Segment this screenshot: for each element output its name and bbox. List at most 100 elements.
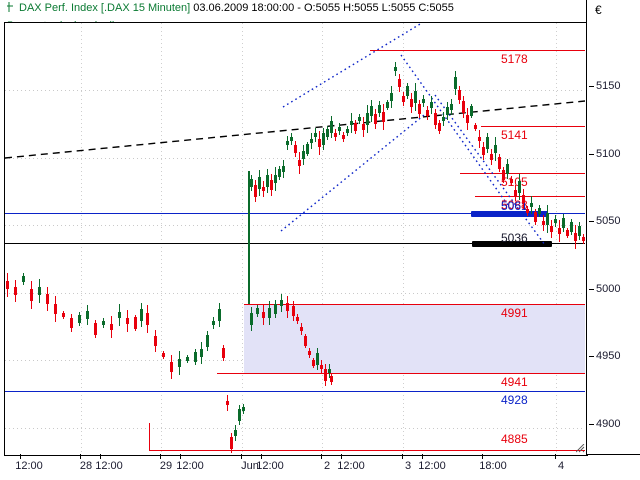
candle-body — [286, 303, 289, 311]
candle-body — [54, 304, 57, 314]
level-line-5178 — [370, 50, 585, 51]
level-line-4885-stem — [149, 423, 150, 450]
candle-body — [102, 321, 105, 325]
candle-body — [374, 114, 377, 124]
candle-body — [126, 318, 129, 324]
gridline-5000 — [5, 293, 585, 294]
candle-body — [334, 133, 337, 137]
candle-body — [382, 112, 385, 122]
gridline-4900 — [5, 428, 585, 429]
candle-body — [410, 99, 413, 107]
level-line-4885 — [149, 450, 585, 451]
y-axis-tick-5150: 5150 — [587, 80, 640, 95]
candle-body — [250, 313, 253, 325]
candle-body — [300, 327, 303, 331]
trendline-rising-upper — [282, 23, 424, 108]
candle-body — [94, 323, 97, 335]
level-line-4928 — [5, 391, 585, 392]
candle-body — [362, 124, 365, 130]
candle-body — [238, 409, 241, 421]
candle-body — [254, 185, 257, 197]
candle-body — [558, 228, 561, 234]
trendline-falling-upper — [400, 54, 516, 216]
candle-body — [78, 315, 81, 323]
candle-body — [146, 313, 149, 325]
candle-body — [338, 127, 341, 131]
crosshair-icon — [7, 2, 13, 12]
candle-body — [212, 321, 215, 325]
level-label-5036: 5036 — [501, 231, 528, 245]
candle-body — [426, 110, 429, 116]
candle-body — [308, 351, 311, 355]
candle-body — [538, 208, 541, 214]
candle-body — [330, 121, 333, 133]
candle-body — [514, 190, 517, 196]
candle-body — [554, 219, 557, 223]
candle-body — [438, 123, 441, 131]
vgridline-4 — [556, 23, 557, 453]
candle-body — [70, 318, 73, 328]
y-axis-tick-4950: 4950 — [587, 350, 640, 365]
gridline-5150 — [5, 90, 585, 91]
candle-body — [370, 106, 373, 116]
candle-body — [506, 164, 509, 174]
candle-body — [312, 360, 315, 366]
candle-body — [530, 203, 533, 207]
candle-body — [490, 154, 493, 160]
candle-body — [582, 237, 585, 241]
price-chart-canvas[interactable]: 5178 5141 5105 5088 5061 5036 4991 4941 … — [4, 22, 588, 456]
level-label-4941: 4941 — [501, 375, 528, 389]
candle-body — [330, 376, 333, 382]
candle-body — [250, 179, 253, 187]
price-axis[interactable]: 5150 5100 5050 5000 4950 4900 — [586, 22, 640, 455]
candle-body — [320, 365, 323, 369]
y-axis-tick-5050: 5050 — [587, 215, 640, 230]
candle-body — [566, 230, 569, 236]
candle-body — [386, 102, 389, 108]
marker-bar-5036 — [472, 241, 552, 247]
x-axis-label-10: 12:00 — [418, 460, 446, 472]
candle-body — [86, 311, 89, 319]
candle-body — [526, 209, 529, 213]
level-line-5141 — [481, 126, 585, 127]
instrument-title: DAX Perf. Index [.DAX 15 Minuten] — [19, 2, 191, 14]
candle-body — [450, 104, 453, 110]
candle-body — [266, 175, 269, 187]
x-axis-label-6: 12:00 — [256, 460, 284, 472]
candle-body — [398, 79, 401, 87]
candle-body — [302, 151, 305, 159]
level-line-5061 — [5, 213, 585, 214]
candle-body — [430, 102, 433, 108]
x-axis-label-9: 3 — [404, 460, 412, 472]
candle-body — [318, 139, 321, 147]
candle-body — [328, 369, 331, 373]
time-axis[interactable]: 12:00 28 12:00 29 12:00 Jun 12:00 2 12:0… — [4, 454, 588, 480]
candle-body — [378, 105, 381, 113]
candle-body — [518, 181, 521, 193]
candle-body — [134, 317, 137, 329]
vgridline-3 — [403, 23, 404, 453]
x-axis-label-0: 12:00 — [15, 460, 43, 472]
resize-grip-icon[interactable] — [576, 444, 585, 453]
candle-body — [296, 317, 299, 321]
candle-body — [578, 226, 581, 236]
candle-body — [522, 195, 525, 203]
candle-body — [118, 312, 121, 318]
y-axis-tick-5000: 5000 — [587, 283, 640, 298]
candle-body — [298, 160, 301, 166]
level-label-4928: 4928 — [501, 393, 528, 407]
candle-body — [154, 336, 157, 346]
trendline-rising-lower — [280, 110, 430, 232]
currency-symbol: € — [595, 3, 602, 17]
candle-body — [14, 287, 17, 295]
candle-body — [270, 180, 273, 190]
level-label-4991: 4991 — [501, 306, 528, 320]
gridline-5100 — [5, 158, 585, 159]
gridline-5050 — [5, 225, 585, 226]
candle-body — [194, 352, 197, 362]
level-line-5105 — [460, 173, 585, 174]
quote-datetime: 03.06.2009 18:00:00 — [193, 2, 295, 14]
candle-body — [366, 113, 369, 125]
candle-body — [306, 144, 309, 154]
trendline-falling-lower — [434, 94, 546, 246]
